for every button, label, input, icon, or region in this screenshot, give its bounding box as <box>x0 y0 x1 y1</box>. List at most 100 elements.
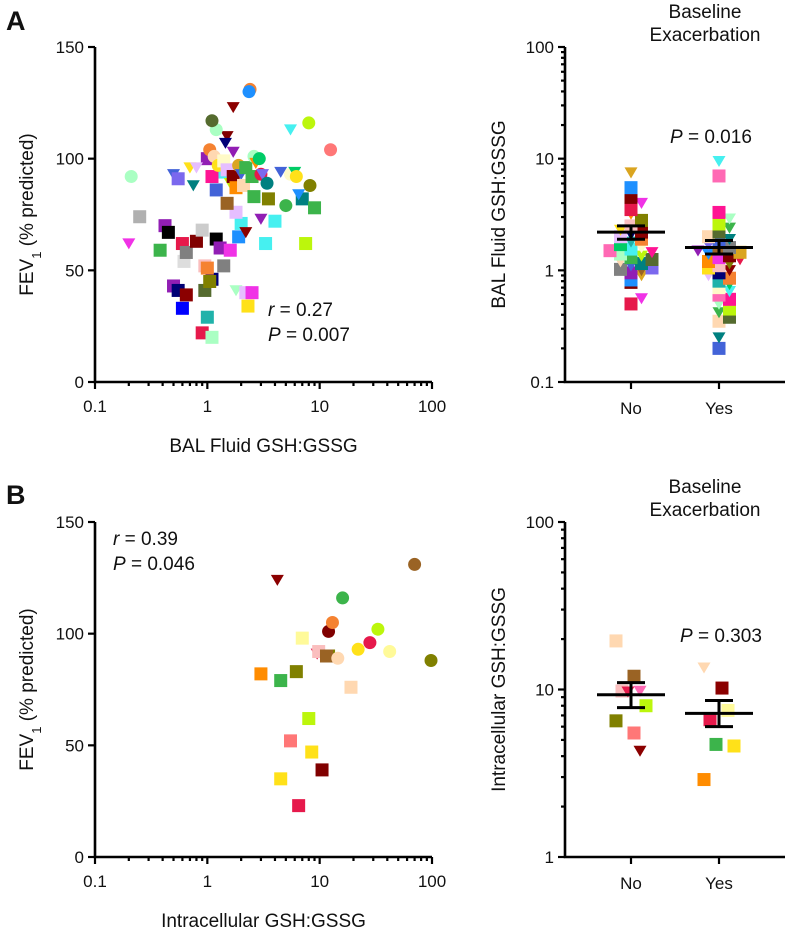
panel-a-category-point <box>712 332 726 344</box>
panel-b-category-y-tick-label: 1 <box>545 848 554 867</box>
panel-a-category-point <box>624 266 638 280</box>
panel-a-category-point <box>723 213 736 225</box>
panel-a-scatter-p-stat: P = 0.007 <box>268 325 350 346</box>
panel-a-scatter-point <box>239 227 253 239</box>
panel-a-scatter-point <box>229 285 243 297</box>
panel-a-category-point <box>712 205 726 219</box>
panel-a-scatter-point <box>274 166 288 178</box>
panel-b-category-point <box>609 634 623 648</box>
panel-a-category-point <box>712 314 726 328</box>
panel-a-scatter-point <box>308 201 322 215</box>
panel-a-scatter-point <box>284 124 298 136</box>
panel-b-category-point <box>627 669 641 683</box>
panel-b-scatter-point <box>344 680 358 694</box>
panel-b-category-point <box>697 773 711 787</box>
panel-b-scatter-y-tick-label: 150 <box>56 513 84 532</box>
panel-a-category-point <box>624 203 638 217</box>
panel-a-scatter-point <box>324 143 338 157</box>
panel-a-scatter-point <box>252 152 266 166</box>
panel-a-scatter-point <box>189 162 203 174</box>
panel-a-scatter-x-tick-label: 0.1 <box>83 397 107 416</box>
panel-a-category-category-label: No <box>620 399 642 418</box>
panel-a-scatter-point <box>153 243 167 257</box>
panel-a-category-y-tick-label: 10 <box>535 150 554 169</box>
panel-a-category-point <box>723 271 736 285</box>
panel-a-scatter-point <box>203 275 217 288</box>
panel-b-scatter-point <box>351 642 365 656</box>
panel-a-category-y-tick-label: 1 <box>545 261 554 280</box>
panel-b-scatter-point <box>274 674 288 688</box>
panel-b-scatter-point <box>305 745 319 759</box>
panel-a-scatter-point <box>303 178 317 192</box>
panel-a-category-y-tick-label: 0.1 <box>530 373 554 392</box>
panel-b-category-point <box>721 703 735 717</box>
panel-b-category-point <box>697 662 711 674</box>
panel-b-scatter-point <box>408 557 422 571</box>
panel-b-category-point <box>633 745 647 757</box>
panel-a-scatter-point <box>226 170 240 184</box>
panel-b-category-point <box>715 681 729 695</box>
panel-b-scatter-point <box>336 591 350 605</box>
panel-a-category-point <box>723 286 736 298</box>
panel-a-scatter-point <box>268 214 282 228</box>
panel-a-scatter-point <box>234 216 248 230</box>
panel-b-scatter: 0 50 100 150 0.1 1 10 100 Intracellular GSH:GSSG… <box>17 513 446 932</box>
panel-a-scatter-point <box>209 183 223 197</box>
panel-a-scatter-point <box>189 234 203 248</box>
panel-a-scatter-point <box>175 301 189 315</box>
panel-b-scatter-point <box>319 649 333 663</box>
panel-a-scatter-point <box>247 190 261 204</box>
panel-b-category-point <box>639 699 653 713</box>
panel-a-scatter-point <box>220 131 234 143</box>
panel-a-scatter-point <box>279 199 293 213</box>
panel-a-category-point <box>624 297 638 311</box>
panel-b-scatter-point <box>383 645 397 659</box>
panel-a-category-y-tick-label: 100 <box>526 38 554 57</box>
panel-a-scatter-r-stat: r = 0.27 <box>268 300 333 321</box>
panel-a-scatter-x-tick-label: 100 <box>418 397 446 416</box>
panel-a-scatter-point <box>186 180 200 192</box>
panel-b-category-point <box>633 685 647 697</box>
panel-a-category-category-label: Yes <box>705 399 733 418</box>
panel-b-category-y-tick-label: 10 <box>535 681 554 700</box>
panel-a-scatter-point <box>223 243 237 257</box>
panel-a-scatter-point <box>179 288 193 302</box>
panel-a-category-point <box>635 213 648 227</box>
panel-a-scatter-point <box>259 237 273 251</box>
panel-b-scatter-y-tick-label: 100 <box>56 625 84 644</box>
panel-b-scatter-point <box>302 712 316 726</box>
panel-a-scatter-point <box>299 237 313 251</box>
panel-a-scatter-point <box>205 330 219 344</box>
panel-b-scatter-y-axis-label: FEV1 (% predicted) <box>17 608 44 770</box>
panel-a-scatter-point <box>195 326 209 340</box>
panel-b-category-point <box>627 726 641 740</box>
panel-a-scatter-point <box>213 241 227 255</box>
panel-a-scatter-point <box>171 172 185 186</box>
panel-a-scatter-y-tick-label: 100 <box>56 150 84 169</box>
panel-a-category-point <box>624 181 638 195</box>
panel-a-category-point <box>624 242 638 256</box>
panel-a-scatter-point <box>218 137 232 149</box>
panel-a-category-point <box>635 197 648 209</box>
panel-b-scatter-y-tick-label: 50 <box>65 736 84 755</box>
panel-b-scatter-point <box>254 667 268 681</box>
panel-a-category-y-axis-label: BAL Fluid GSH:GSSG <box>489 120 510 308</box>
panel-b-scatter-point <box>424 653 438 667</box>
panel-b-category-p-stat: P = 0.303 <box>680 626 762 647</box>
panel-a-scatter-point <box>124 170 138 184</box>
panel-a-scatter-point <box>242 85 256 99</box>
panel-b-scatter-point <box>295 631 309 645</box>
panel-letter-b: B <box>6 480 26 510</box>
panel-b-scatter-x-tick-label: 0.1 <box>83 872 107 891</box>
panel-b-category-point <box>727 739 741 753</box>
panel-b-category-point <box>709 737 723 751</box>
panel-b-scatter-point <box>270 574 284 586</box>
panel-a-scatter-point <box>220 196 234 210</box>
panel-b-scatter-point <box>331 651 345 665</box>
panel-b-scatter-point <box>274 772 288 786</box>
panel-a-scatter-point <box>217 259 231 273</box>
panel-a-category-point <box>645 247 659 259</box>
panel-a-category-point <box>635 250 648 262</box>
panel-b-category-title-line1: Baseline <box>669 477 742 498</box>
